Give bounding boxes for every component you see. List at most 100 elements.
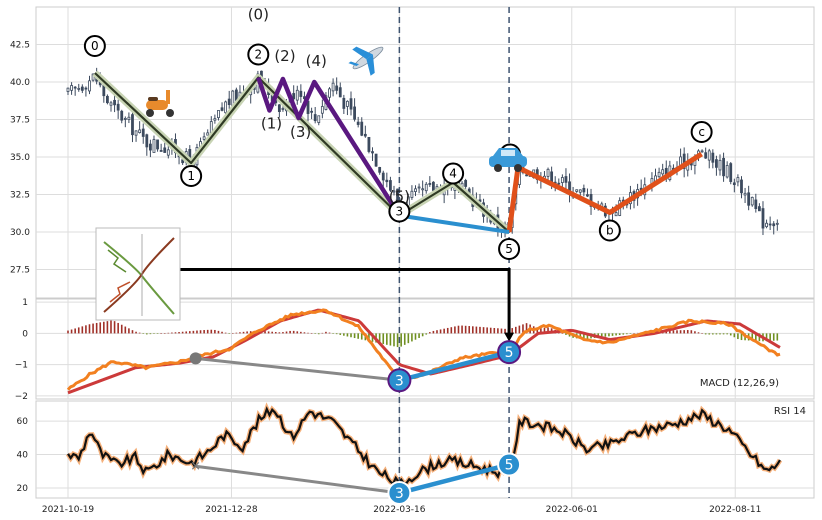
histogram-bar (307, 332, 309, 334)
histogram-bar (729, 333, 732, 336)
new-divergence-line (398, 349, 510, 383)
corrective-circle (598, 219, 621, 242)
candle-body (424, 183, 428, 192)
price-tick-label: 35.0 (10, 153, 30, 163)
candle-body (743, 192, 747, 196)
candle-body (582, 187, 586, 193)
candle-body (578, 189, 582, 193)
candle-body (66, 87, 70, 92)
candle-body (227, 98, 231, 106)
histogram-bar (99, 322, 102, 334)
divergence-wave-circle (497, 340, 522, 365)
candle-body (718, 159, 722, 171)
histogram-bar (74, 328, 76, 334)
histogram-bar (386, 333, 388, 345)
candle-body (202, 136, 206, 140)
old-divergence-line (195, 356, 400, 382)
candle-body (768, 223, 772, 226)
price-tick-label: 30.0 (10, 228, 30, 238)
candle-body (732, 182, 736, 186)
histogram-bar (733, 333, 736, 338)
histogram-bar (174, 332, 177, 334)
histogram-bar (300, 331, 302, 334)
histogram-bar (755, 333, 757, 341)
histogram-bar (353, 333, 356, 339)
histogram-bar (769, 333, 771, 341)
new-divergence-line (398, 462, 510, 496)
histogram-bar (382, 333, 385, 345)
histogram-bar (346, 333, 349, 337)
x-tick-label: 2022-08-11 (709, 505, 761, 515)
histogram-bar (185, 331, 188, 334)
macd-tick-label: 0 (22, 329, 28, 339)
candle-body (320, 106, 324, 114)
histogram-bar (292, 330, 295, 334)
histogram-bar (70, 329, 73, 334)
histogram-bar (429, 332, 431, 334)
histogram-bar (221, 331, 223, 334)
histogram-bar (737, 333, 739, 340)
histogram-bar (199, 330, 202, 334)
rsi-legend: RSI 14 (774, 406, 806, 417)
candle-body (277, 104, 281, 112)
candle-body (166, 149, 170, 156)
histogram-bar (350, 333, 352, 338)
histogram-bar (683, 330, 685, 334)
candle-body (775, 222, 779, 225)
histogram-bar (776, 333, 779, 341)
histogram-bar (267, 331, 270, 334)
histogram-bar (676, 330, 678, 334)
candle-body (148, 143, 152, 151)
price-tick-label: 27.5 (10, 266, 30, 276)
candle-body (381, 172, 385, 181)
histogram-bar (171, 332, 173, 334)
scooter-wheel (166, 109, 174, 117)
price-tick-label: 40.0 (10, 78, 30, 88)
scooter-stem (166, 90, 170, 104)
candle-body (213, 118, 217, 121)
histogram-bar (636, 332, 639, 334)
histogram-bar (536, 328, 539, 334)
wave-circle (83, 35, 106, 57)
histogram-bar (142, 333, 145, 334)
histogram-bar (110, 320, 112, 334)
candle-body (349, 98, 353, 110)
candle-body (156, 139, 159, 150)
price-tick-label: 32.5 (10, 191, 30, 201)
histogram-bar (92, 323, 94, 334)
candle-body (557, 182, 561, 185)
histogram-bar (328, 332, 331, 334)
histogram-bar (181, 331, 184, 334)
histogram-bar (518, 325, 521, 334)
x-tick-label: 2022-03-16 (373, 505, 426, 515)
candle-body (722, 157, 725, 177)
histogram-bar (135, 331, 137, 334)
candle-body (417, 186, 421, 189)
histogram-bar (701, 333, 703, 334)
candle-body (614, 212, 618, 217)
candle-body (127, 116, 131, 120)
histogram-bar (461, 325, 463, 334)
impulse-wave-line (94, 72, 510, 233)
candle-body (134, 130, 138, 136)
candle-body (464, 180, 468, 187)
histogram-bar (715, 333, 718, 335)
candle-body (152, 139, 156, 153)
candle-body (363, 133, 367, 137)
histogram-bar (740, 333, 743, 341)
corrective-circle (690, 121, 713, 143)
candle-body (106, 95, 109, 104)
candle-body (295, 89, 299, 101)
wave-label: 4 (449, 167, 457, 181)
histogram-bar (758, 333, 761, 342)
histogram-bar (421, 333, 424, 337)
histogram-bar (436, 330, 438, 334)
histogram-bar (708, 333, 711, 335)
divergence-wave-label: 5 (505, 345, 514, 361)
histogram-bar (464, 325, 467, 334)
histogram-bar (239, 332, 241, 334)
histogram-bar (493, 327, 496, 334)
candle-body (564, 176, 568, 183)
histogram-bar (522, 324, 524, 334)
histogram-bar (500, 328, 503, 334)
